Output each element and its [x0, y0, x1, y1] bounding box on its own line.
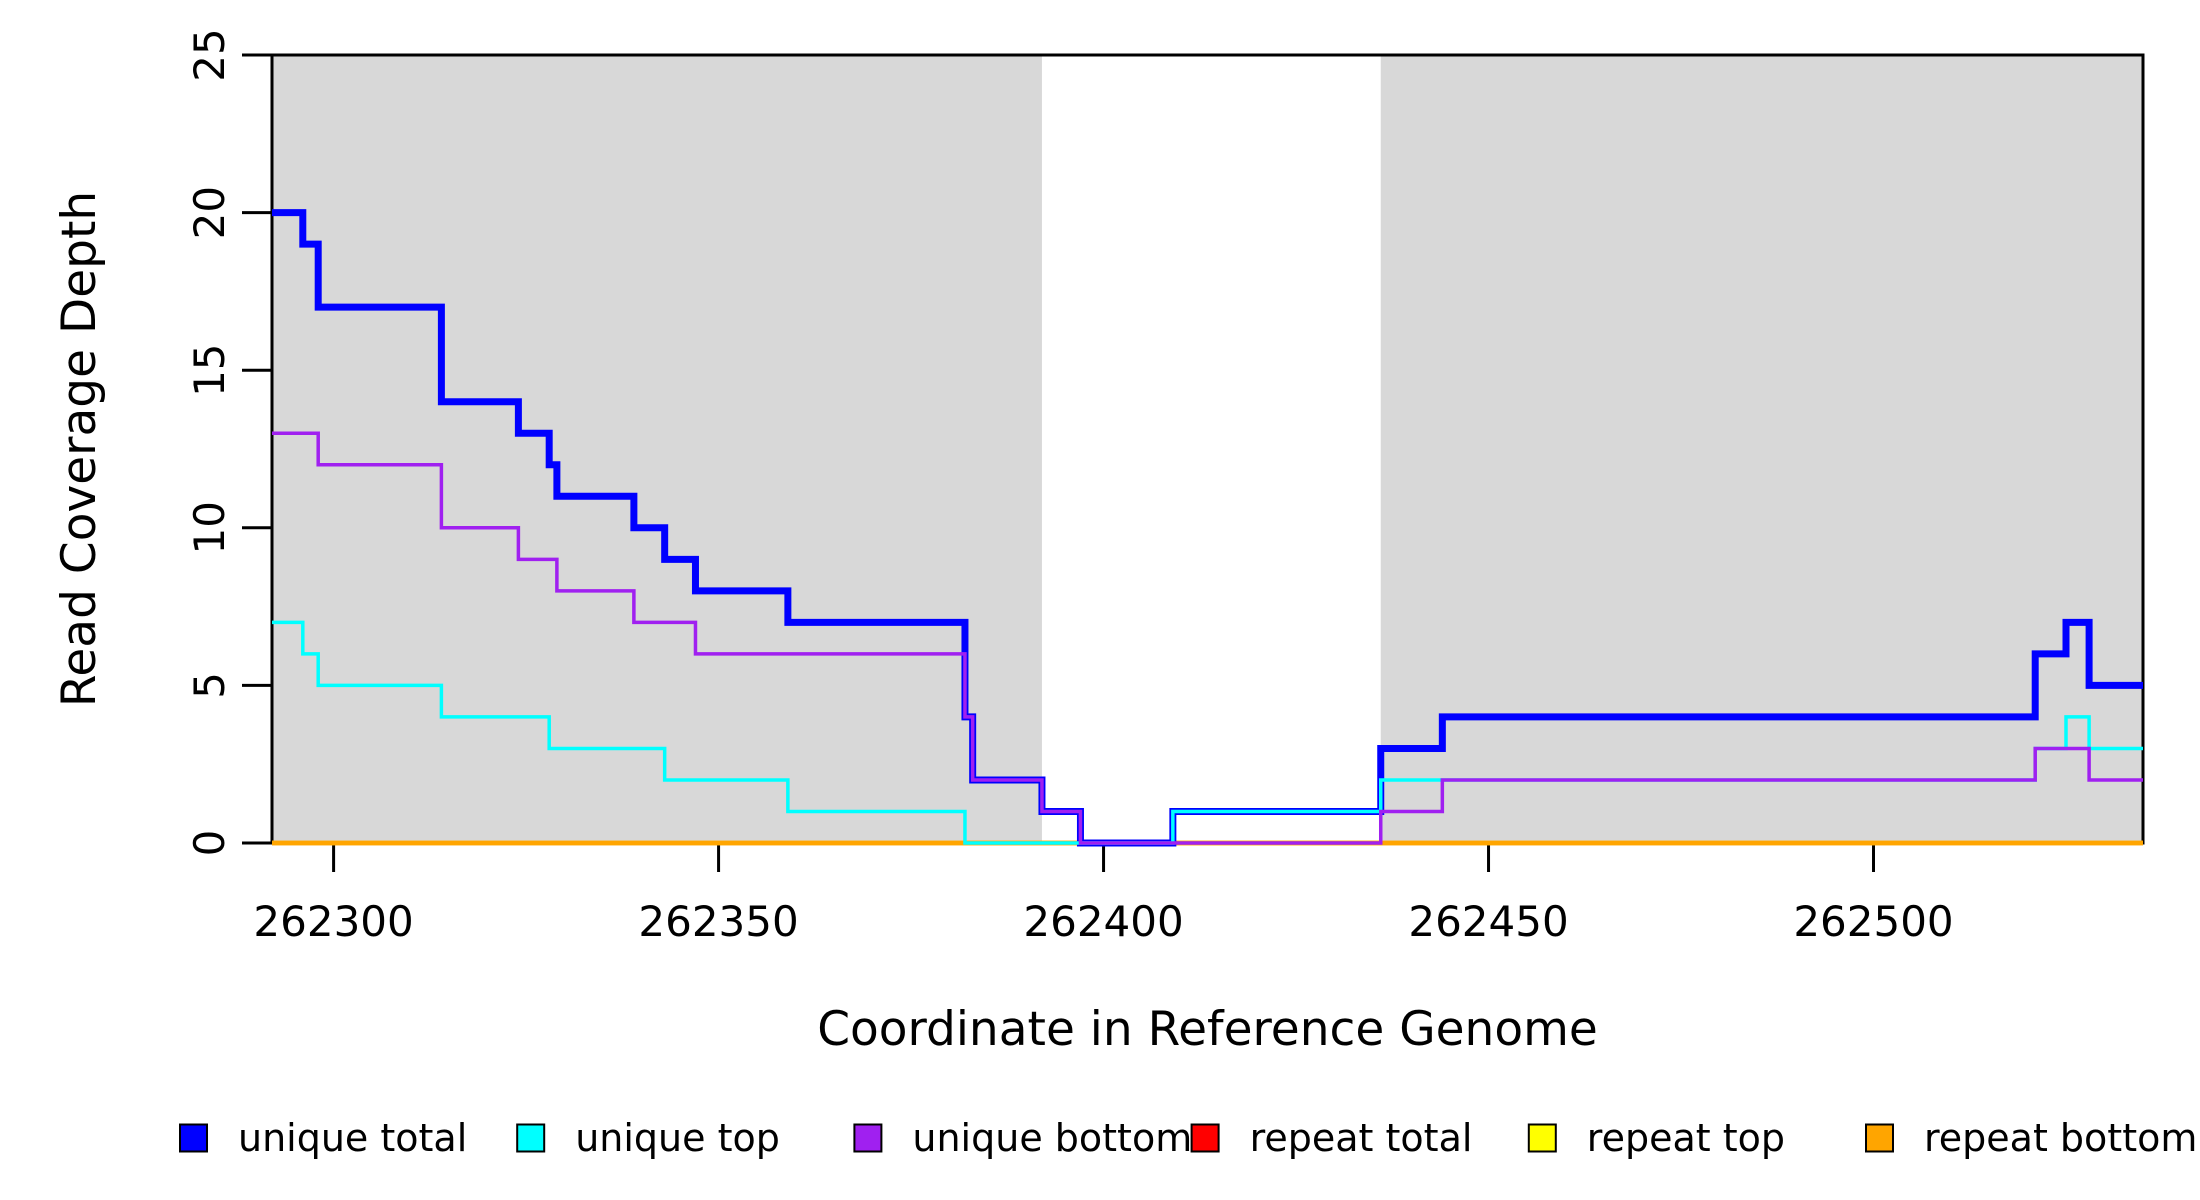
legend-label-unique-top: unique top — [575, 1116, 780, 1160]
legend-swatch-repeat-top — [1527, 1123, 1557, 1153]
legend-label-repeat-bottom: repeat bottom — [1924, 1116, 2197, 1160]
series-line-unique-bottom — [272, 431, 2143, 845]
y-tick-label: 20 — [185, 186, 234, 239]
legend-label-repeat-top: repeat top — [1587, 1116, 1785, 1160]
legend-swatch-unique-total — [179, 1123, 208, 1153]
x-axis-title: Coordinate in Reference Genome — [817, 1002, 1598, 1057]
x-tick-label: 262300 — [253, 897, 413, 946]
legend-label-unique-bottom: unique bottom — [912, 1116, 1192, 1160]
legend-label-unique-total: unique total — [238, 1116, 467, 1160]
x-tick-label: 262350 — [638, 897, 798, 946]
x-tick-label: 262450 — [1408, 897, 1568, 946]
legend-swatch-unique-bottom — [853, 1123, 883, 1153]
y-tick-label: 25 — [185, 28, 234, 81]
shaded-region-2 — [1380, 55, 2143, 843]
y-tick-label: 5 — [185, 672, 234, 699]
shaded-region-1 — [272, 55, 1042, 843]
legend-swatch-repeat-total — [1190, 1123, 1220, 1153]
y-tick-label: 10 — [185, 501, 234, 554]
y-axis-title: Read Coverage Depth — [52, 191, 107, 707]
series-line-unique-total — [272, 209, 2143, 847]
x-tick-label: 262400 — [1023, 897, 1183, 946]
y-tick-label: 0 — [185, 830, 234, 857]
legend-label-repeat-total: repeat total — [1250, 1116, 1473, 1160]
x-tick-label: 262500 — [1793, 897, 1953, 946]
legend-swatch-unique-top — [516, 1123, 546, 1153]
legend-swatch-repeat-bottom — [1865, 1123, 1894, 1153]
y-tick-label: 15 — [185, 343, 234, 396]
